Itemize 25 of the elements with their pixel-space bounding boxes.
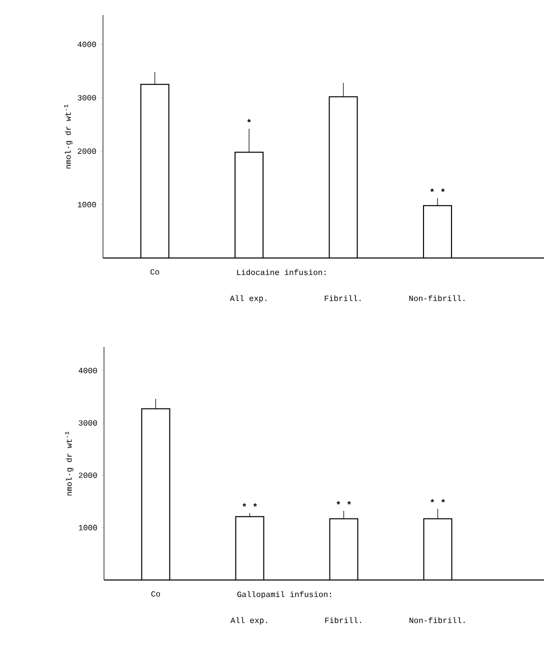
x-tick-label: Co	[150, 269, 160, 275]
text: Gallopamil infusion:	[237, 591, 331, 599]
x-tick-label: Non-fibrill.	[410, 617, 465, 624]
annotation: * *	[336, 501, 351, 505]
x-tick-label: All exp.	[230, 295, 266, 303]
x-tick-label: All exp.	[230, 617, 267, 625]
y-tick-label: 2000	[78, 472, 97, 478]
annotation: * *	[242, 503, 257, 507]
text: Lidocaine infusion:	[237, 269, 326, 276]
y-axis-title: nmol·g dr wt$^{-1}$	[64, 432, 74, 496]
y-tick-label: 1000	[78, 202, 96, 208]
annotation: * *	[430, 499, 445, 502]
y-tick-label: 3000	[78, 95, 96, 100]
annotation: *	[247, 119, 251, 122]
y-tick-label: 3000	[78, 420, 97, 426]
y-axis-title: nmol·g dr wt$^{-1}$	[64, 104, 72, 168]
x-tick-label: Fibrill.	[325, 617, 361, 624]
x-tick-label: Co	[151, 591, 160, 597]
x-tick-label: Fibrill.	[324, 295, 361, 302]
y-tick-label: 4000	[78, 42, 96, 48]
y-tick-label: 2000	[78, 148, 96, 154]
x-tick-label: Non-fibrill.	[409, 295, 464, 302]
y-tick-label: 4000	[78, 368, 97, 374]
annotation: * *	[430, 188, 445, 192]
y-tick-label: 1000	[78, 524, 97, 530]
